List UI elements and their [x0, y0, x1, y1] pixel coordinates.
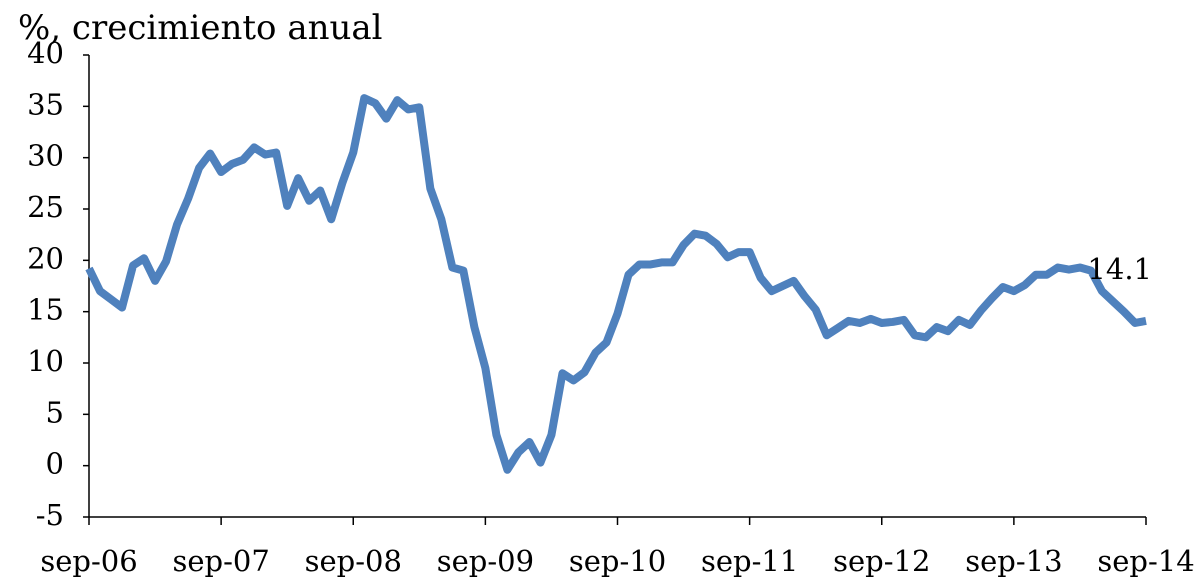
y-tick-label: 25 [27, 190, 64, 224]
y-tick-label: -5 [36, 498, 64, 532]
x-tick-label: sep-07 [172, 544, 269, 578]
x-tick-label: sep-06 [40, 544, 137, 578]
y-tick-label: 35 [27, 87, 64, 121]
x-tick-label: sep-10 [569, 544, 666, 578]
axis-title: %, crecimiento anual [18, 8, 383, 48]
y-tick-label: 0 [46, 447, 64, 481]
y-tick-label: 15 [27, 293, 64, 327]
data-label: 14.1 [1087, 252, 1152, 286]
y-tick-label: 30 [27, 139, 64, 173]
y-tick-label: 10 [27, 344, 64, 378]
x-tick-label: sep-14 [1097, 544, 1194, 578]
y-tick-label: 20 [27, 241, 64, 275]
x-tick-label: sep-11 [701, 544, 798, 578]
y-tick-label: 5 [46, 395, 64, 429]
x-tick-label: sep-13 [965, 544, 1062, 578]
x-tick-label: sep-12 [833, 544, 930, 578]
x-tick-label: sep-08 [305, 544, 402, 578]
line-series [85, 94, 1147, 474]
x-tick-label: sep-09 [437, 544, 534, 578]
y-tick-label: 40 [27, 36, 64, 70]
